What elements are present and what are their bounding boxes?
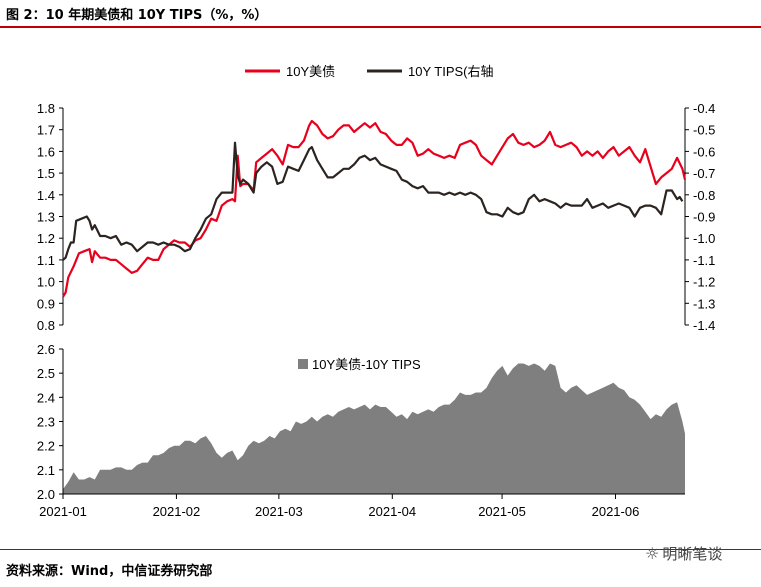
- y2-tick-label: -0.5: [693, 123, 715, 138]
- y-tick-label: 1.5: [37, 166, 55, 181]
- y-tick-label: 0.9: [37, 296, 55, 311]
- y-tick-label: 1.4: [37, 188, 55, 203]
- y-tick-label: 0.8: [37, 318, 55, 333]
- y-tick-label: 1.8: [37, 101, 55, 116]
- x-tick-label: 2021-02: [153, 504, 201, 519]
- y2-tick-label: -0.9: [693, 210, 715, 225]
- wechat-icon: ☼: [645, 544, 660, 563]
- bottom-area-chart: 2.02.12.22.32.42.52.6 2021-01 2021-02 2021…: [37, 342, 685, 519]
- watermark-label: 明晰笔谈: [662, 545, 723, 563]
- x-tick-label: 2021-04: [368, 504, 416, 519]
- series-area-spread: [63, 363, 685, 494]
- top-series-lines: [62, 119, 687, 298]
- y2-tick-label: -1.0: [693, 231, 715, 246]
- bottom-left-tick-labels: 2.0 2.1 2.2 2.3 2.4 2.5 2.6: [37, 342, 63, 502]
- y-tick-label: 1.7: [37, 123, 55, 138]
- y2-tick-label: -1.3: [693, 296, 715, 311]
- top-line-chart: 0.80.91.01.11.21.31.41.51.61.71.8 -1.4-1…: [37, 64, 715, 333]
- y2-tick-label: -0.7: [693, 166, 715, 181]
- x-tick-labels: 2021-01 2021-02 2021-03 2021-04 2021-05 2021-…: [39, 494, 639, 519]
- x-tick-label: 2021-01: [39, 504, 87, 519]
- spread-area: [63, 363, 685, 494]
- y2-tick-label: -0.4: [693, 101, 715, 116]
- legend-label-tips: 10Y TIPS(右轴: [408, 64, 494, 79]
- figure-title: 图 2：10 年期美债和 10Y TIPS（%，%）: [6, 8, 268, 23]
- x-tick-label: 2021-06: [592, 504, 640, 519]
- y-tick-label: 2.1: [37, 463, 55, 478]
- top-right-tick-labels: -1.4 -1.3 -1.2 -1.1 -1.0 -0.9 -0.8 -0.7 -0.6 -0.5…: [685, 101, 715, 333]
- y2-tick-label: -0.8: [693, 188, 715, 203]
- y2-tick-label: -1.2: [693, 275, 715, 290]
- top-left-tick-labels: 0.8 0.9 1.0 1.1 1.2 1.3 1.4 1.5 1.6 1.7 1.8: [37, 101, 63, 333]
- footer-divider: [0, 549, 761, 550]
- top-legend: 10Y美债 10Y TIPS(右轴: [245, 64, 494, 79]
- y-tick-label: 2.4: [37, 390, 55, 405]
- legend-label-spread: 10Y美债-10Y TIPS: [312, 357, 421, 372]
- y2-tick-label: -1.4: [693, 318, 715, 333]
- y-tick-label: 1.0: [37, 275, 55, 290]
- y-tick-label: 1.2: [37, 231, 55, 246]
- y-tick-label: 2.5: [37, 366, 55, 381]
- y2-tick-label: -1.1: [693, 253, 715, 268]
- y-tick-label: 1.6: [37, 144, 55, 159]
- y-tick-label: 2.0: [37, 487, 55, 502]
- series-line-us10y: [62, 119, 687, 298]
- source-note: 资料来源：Wind，中信证券研究部: [6, 564, 213, 579]
- legend-swatch-spread: [298, 359, 308, 369]
- y-tick-label: 1.1: [37, 253, 55, 268]
- x-tick-label: 2021-05: [478, 504, 526, 519]
- y-tick-label: 2.6: [37, 342, 55, 357]
- legend-label-us10y: 10Y美债: [286, 64, 335, 79]
- y-tick-label: 2.3: [37, 415, 55, 430]
- y-tick-label: 1.3: [37, 210, 55, 225]
- y-tick-label: 2.2: [37, 439, 55, 454]
- x-tick-label: 2021-03: [255, 504, 303, 519]
- bottom-legend: 10Y美债-10Y TIPS: [298, 357, 421, 372]
- series-line-tips: [62, 141, 684, 261]
- title-divider: [0, 26, 761, 28]
- y2-tick-label: -0.6: [693, 144, 715, 159]
- watermark: ☼ 明晰笔谈: [645, 543, 722, 564]
